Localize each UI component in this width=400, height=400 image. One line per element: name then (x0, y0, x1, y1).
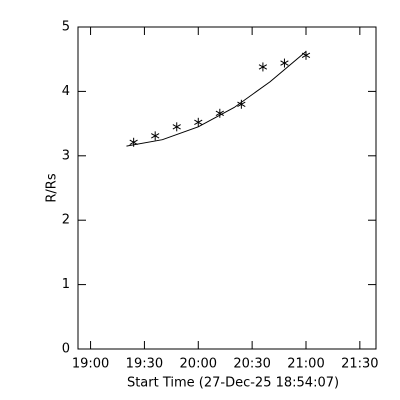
x-tick-label: 20:00 (180, 357, 217, 372)
x-tick-label: 19:30 (126, 357, 163, 372)
plot-frame (77, 26, 377, 350)
y-tick-label: 5 (62, 20, 70, 35)
x-tick-label: 21:30 (341, 357, 378, 372)
asterisk-point (194, 117, 203, 127)
asterisk-point (172, 122, 181, 132)
asterisk-stroke (301, 52, 311, 59)
asterisk-point (237, 99, 246, 109)
asterisk-stroke (280, 60, 289, 66)
asterisk-stroke (129, 139, 138, 145)
x-axis-label: Start Time (27-Dec-25 18:54:07) (127, 376, 339, 391)
asterisk-point (301, 50, 311, 60)
asterisk-point (151, 131, 160, 141)
y-tick-label: 1 (62, 277, 70, 292)
asterisk-stroke (258, 64, 268, 70)
y-tick-label: 3 (62, 148, 70, 163)
asterisk-point (258, 62, 268, 72)
fit-line (126, 51, 307, 147)
y-axis-label: R/Rs (45, 173, 60, 202)
asterisk-point (215, 108, 224, 118)
asterisk-stroke (215, 110, 224, 116)
y-tick-label: 4 (62, 84, 70, 99)
x-tick-label: 20:30 (233, 357, 270, 372)
asterisk-stroke (237, 101, 246, 107)
asterisk-stroke (194, 119, 203, 125)
x-tick-label: 21:00 (287, 357, 324, 372)
y-tick-label: 2 (62, 213, 70, 228)
asterisk-stroke (172, 124, 181, 130)
x-tick-label: 19:00 (72, 357, 109, 372)
y-tick-label: 0 (62, 342, 70, 357)
asterisk-stroke (151, 133, 160, 139)
asterisk-point (280, 58, 289, 68)
